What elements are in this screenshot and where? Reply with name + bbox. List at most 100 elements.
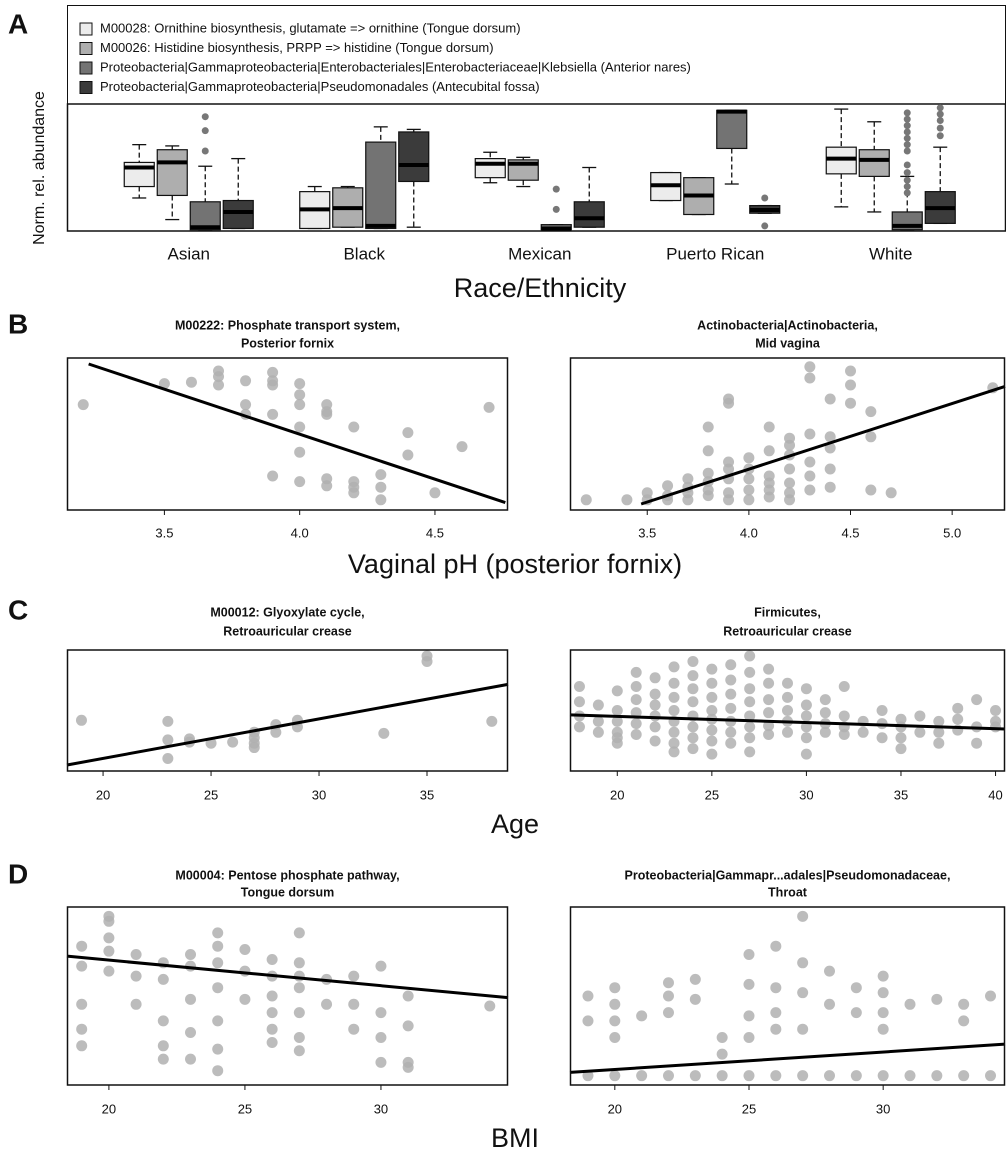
point <box>914 726 926 738</box>
point <box>706 705 718 716</box>
point <box>76 1040 88 1052</box>
point <box>824 431 836 443</box>
point <box>850 1007 862 1019</box>
point <box>580 494 592 506</box>
x-tick-label: 25 <box>705 787 719 802</box>
point <box>702 421 714 433</box>
point <box>689 973 701 985</box>
point <box>162 715 174 727</box>
point <box>702 445 714 457</box>
point <box>723 393 735 405</box>
point <box>375 1007 387 1019</box>
point <box>130 949 142 960</box>
legend-label: M00028: Ornithine biosynthesis, glutamat… <box>100 20 521 35</box>
chart-title: Firmicutes, <box>754 605 821 619</box>
point <box>649 699 661 711</box>
point <box>321 408 333 420</box>
point <box>784 487 796 499</box>
point <box>375 960 387 972</box>
point <box>990 721 1002 733</box>
outlier <box>201 147 209 155</box>
point <box>895 713 907 725</box>
point <box>958 1015 970 1027</box>
point <box>823 1070 835 1082</box>
fit-line <box>569 1042 1006 1074</box>
box <box>398 131 430 183</box>
point <box>743 473 755 485</box>
x-tick-label: 20 <box>610 787 624 802</box>
point <box>630 718 642 730</box>
x-tick-label: 30 <box>876 1101 890 1116</box>
point <box>770 1023 782 1035</box>
chart-title: Posterior fornix <box>241 336 334 350</box>
point <box>103 965 115 977</box>
y-axis-label: Norm. rel. abundance <box>31 91 48 245</box>
x-tick-label: 4.0 <box>291 525 309 540</box>
point <box>895 732 907 744</box>
point <box>931 1070 943 1082</box>
point <box>611 685 623 697</box>
point <box>990 705 1002 716</box>
point <box>213 379 225 391</box>
point <box>904 1070 916 1082</box>
x-tick-label: 3.5 <box>155 525 173 540</box>
point <box>804 361 816 373</box>
point <box>649 672 661 684</box>
point <box>375 469 387 481</box>
point <box>725 659 737 671</box>
point <box>76 940 88 952</box>
point <box>609 1070 621 1082</box>
point <box>266 1007 278 1019</box>
point <box>293 970 305 982</box>
x-tick-label: 25 <box>238 1101 252 1116</box>
point <box>609 998 621 1010</box>
x-tick-label: 30 <box>374 1101 388 1116</box>
point <box>293 957 305 969</box>
point <box>294 378 306 390</box>
outlier <box>903 189 911 197</box>
point <box>877 1070 889 1082</box>
point <box>668 677 680 689</box>
point <box>797 1023 809 1035</box>
point <box>770 940 782 952</box>
point <box>797 910 809 922</box>
panel-letter: C <box>8 594 28 625</box>
point <box>865 406 877 418</box>
point <box>321 998 333 1010</box>
point <box>800 699 812 711</box>
point <box>239 993 251 1005</box>
point <box>763 663 775 675</box>
point <box>824 393 836 405</box>
point <box>687 683 699 695</box>
point <box>763 728 775 740</box>
point <box>103 945 115 957</box>
x-tick-label: 3.5 <box>638 525 656 540</box>
fit-line <box>66 954 509 1000</box>
panel-letter: A <box>8 8 28 39</box>
point <box>743 1010 755 1022</box>
x-tick-label: 20 <box>608 1101 622 1116</box>
box <box>858 149 890 177</box>
point <box>800 748 812 760</box>
point <box>402 427 414 439</box>
point <box>706 691 718 703</box>
legend-swatch <box>79 22 93 36</box>
point <box>267 470 279 482</box>
point <box>876 705 888 716</box>
point <box>157 1015 169 1027</box>
point <box>824 481 836 493</box>
x-tick-label: Asian <box>167 244 210 263</box>
x-tick-label: 35 <box>420 787 434 802</box>
outlier <box>903 147 911 155</box>
point <box>971 694 983 706</box>
point <box>402 990 414 1002</box>
point <box>240 375 252 387</box>
point <box>573 696 585 708</box>
point <box>375 1032 387 1043</box>
point <box>630 666 642 678</box>
point <box>662 1070 674 1082</box>
point <box>782 726 793 738</box>
point <box>348 998 360 1010</box>
point <box>782 691 793 703</box>
